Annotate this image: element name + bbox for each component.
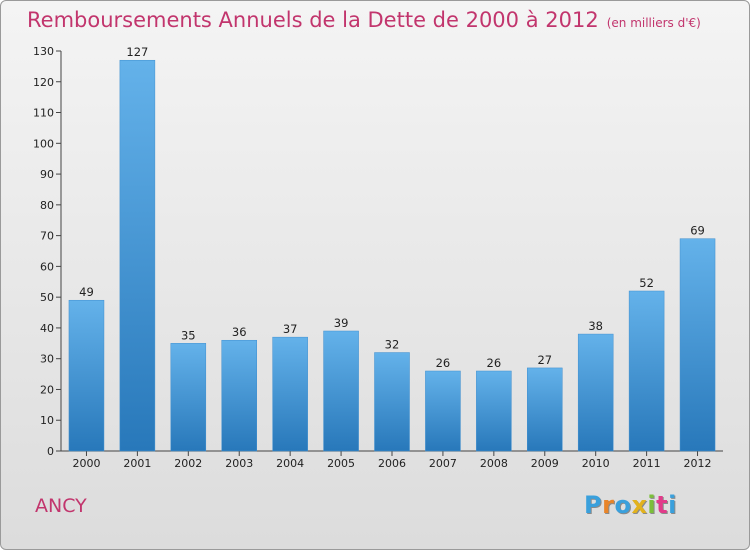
y-tick-label: 30: [40, 353, 54, 366]
bar-value-label: 37: [283, 322, 298, 336]
y-tick-label: 90: [40, 168, 54, 181]
logo-letter: t: [656, 491, 669, 519]
x-tick-label: 2010: [582, 457, 610, 470]
x-tick-label: 2004: [276, 457, 304, 470]
y-tick-label: 60: [40, 260, 54, 273]
proxiti-logo: Proxiti: [584, 491, 677, 519]
bar-value-label: 36: [232, 325, 247, 339]
y-tick-label: 120: [33, 76, 54, 89]
title-text: Remboursements Annuels de la Dette de 20…: [27, 8, 599, 32]
bar: [221, 339, 257, 452]
bar: [119, 59, 156, 452]
logo-letter: o: [614, 491, 632, 519]
x-tick-label: 2002: [174, 457, 202, 470]
bar-value-label: 26: [436, 356, 451, 370]
logo-letter: r: [602, 491, 615, 519]
chart-title: Remboursements Annuels de la Dette de 20…: [27, 8, 701, 32]
bar-value-label: 27: [537, 353, 552, 367]
x-tick-label: 2003: [225, 457, 253, 470]
bar: [476, 370, 512, 452]
bar-value-label: 39: [334, 316, 349, 330]
y-tick-label: 20: [40, 383, 54, 396]
y-tick-label: 130: [33, 45, 54, 58]
bar-value-label: 52: [639, 276, 654, 290]
bar: [323, 330, 359, 452]
logo-letter: P: [584, 491, 603, 519]
y-tick-label: 70: [40, 230, 54, 243]
x-tick-label: 2001: [123, 457, 151, 470]
y-tick-label: 80: [40, 199, 54, 212]
x-tick-label: 2007: [429, 457, 457, 470]
bar: [577, 333, 614, 452]
bar-value-label: 38: [588, 319, 603, 333]
y-tick-label: 100: [33, 137, 54, 150]
y-tick-label: 0: [47, 445, 54, 458]
x-tick-label: 2008: [480, 457, 508, 470]
x-tick-label: 2011: [633, 457, 661, 470]
logo-letter: i: [647, 491, 657, 519]
y-tick-label: 10: [40, 414, 54, 427]
bar: [527, 367, 563, 452]
commune-name: ANCY: [35, 495, 87, 517]
bar-value-label: 32: [385, 338, 400, 352]
chart-subtitle: (en milliers d'€): [606, 16, 701, 30]
bar: [272, 336, 308, 452]
bar: [374, 352, 410, 452]
bar: [425, 370, 461, 452]
bar: [68, 299, 105, 452]
bar-value-label: 127: [126, 45, 148, 59]
x-tick-label: 2009: [531, 457, 559, 470]
axes: 0 10 20 30 40 50 60 70 80 90 100 110 120 130 2000 2001 2…: [33, 45, 723, 470]
x-tick-label: 2012: [684, 457, 712, 470]
y-tick-label: 110: [33, 107, 54, 120]
bar-value-label: 26: [487, 356, 502, 370]
x-tick-label: 2000: [72, 457, 100, 470]
bar-value-label: 69: [690, 224, 705, 238]
y-tick-label: 40: [40, 322, 54, 335]
logo-letter: i: [668, 491, 677, 519]
y-tick-label: 50: [40, 291, 54, 304]
bar: [679, 238, 716, 452]
bar-value-label: 49: [79, 285, 94, 299]
logo-letter: x: [631, 491, 648, 519]
x-tick-label: 2005: [327, 457, 355, 470]
x-tick-label: 2006: [378, 457, 406, 470]
bar: [170, 343, 207, 452]
bar-value-label: 35: [181, 328, 196, 342]
bar: [628, 290, 665, 452]
bars: 49 127 35 36 37 39 32 26 26 27 38 52 69: [68, 45, 716, 452]
